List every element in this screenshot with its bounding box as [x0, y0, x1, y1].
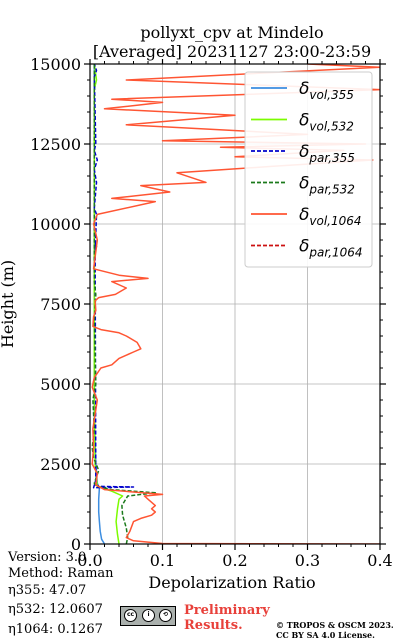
x-tick-label: 0.1: [150, 551, 175, 570]
y-tick-label: 15000: [30, 55, 81, 74]
legend-label: δvol,532: [299, 111, 354, 134]
y-tick-label: 10000: [30, 215, 81, 234]
chart-title: pollyxt_cpv at Mindelo: [140, 23, 323, 42]
y-tick-label: 0: [71, 535, 81, 554]
copyright-line1: © TROPOS & OSCM 2023.: [276, 620, 394, 630]
legend-label: δvol,355: [299, 79, 354, 102]
sa-icon: ⟲: [159, 609, 172, 622]
chart-subtitle: [Averaged] 20231127 23:00-23:59: [93, 42, 371, 61]
x-tick-label: 0.4: [367, 551, 392, 570]
legend-label: δpar,355: [299, 142, 355, 165]
legend-box: [244, 71, 373, 268]
y-tick-label: 12500: [30, 135, 81, 154]
x-tick-label: 0.0: [77, 551, 102, 570]
x-tick-label: 0.3: [295, 551, 320, 570]
y-tick-label: 2500: [40, 455, 81, 474]
x-tick-label: 0.2: [222, 551, 247, 570]
legend-label: δvol,1064: [299, 205, 362, 228]
eta355-text: η355: 47.07: [8, 583, 87, 598]
series-line-2: [92, 64, 135, 489]
version-text: Version: 3.0: [8, 550, 87, 565]
legend: δvol,355 δvol,532 δpar,355 δpar,532 δvol,106…: [244, 71, 373, 268]
cc-license-badge: cc i ⟲: [120, 606, 176, 626]
method-text: Method: Raman: [8, 566, 114, 581]
legend-label: δpar,1064: [299, 237, 363, 260]
x-axis-label: Depolarization Ratio: [148, 573, 315, 592]
copyright-text: © TROPOS & OSCM 2023. CC BY SA 4.0 Licen…: [276, 620, 394, 640]
depolarization-chart: pollyxt_cpv at Mindelo [Averaged] 202311…: [0, 23, 393, 592]
by-icon: i: [142, 609, 155, 622]
preliminary-line2: Results.: [184, 618, 243, 633]
y-tick-label: 5000: [40, 375, 81, 394]
y-tick-label: 7500: [40, 295, 81, 314]
legend-label: δpar,532: [299, 174, 355, 197]
cc-icon: cc: [124, 609, 137, 622]
preliminary-line1: Preliminary: [184, 603, 270, 618]
eta532-text: η532: 12.0607: [8, 602, 103, 617]
preliminary-label: Preliminary Results.: [184, 603, 270, 633]
axis-ticks: 0.0 0.1 0.2 0.3 0.4 0 2500 5000 7500 10000 12500 15…: [30, 55, 393, 570]
y-axis-label: Height (m): [0, 260, 17, 348]
eta1064-text: η1064: 0.1267: [8, 622, 103, 637]
copyright-line2: CC BY SA 4.0 License.: [276, 630, 375, 640]
